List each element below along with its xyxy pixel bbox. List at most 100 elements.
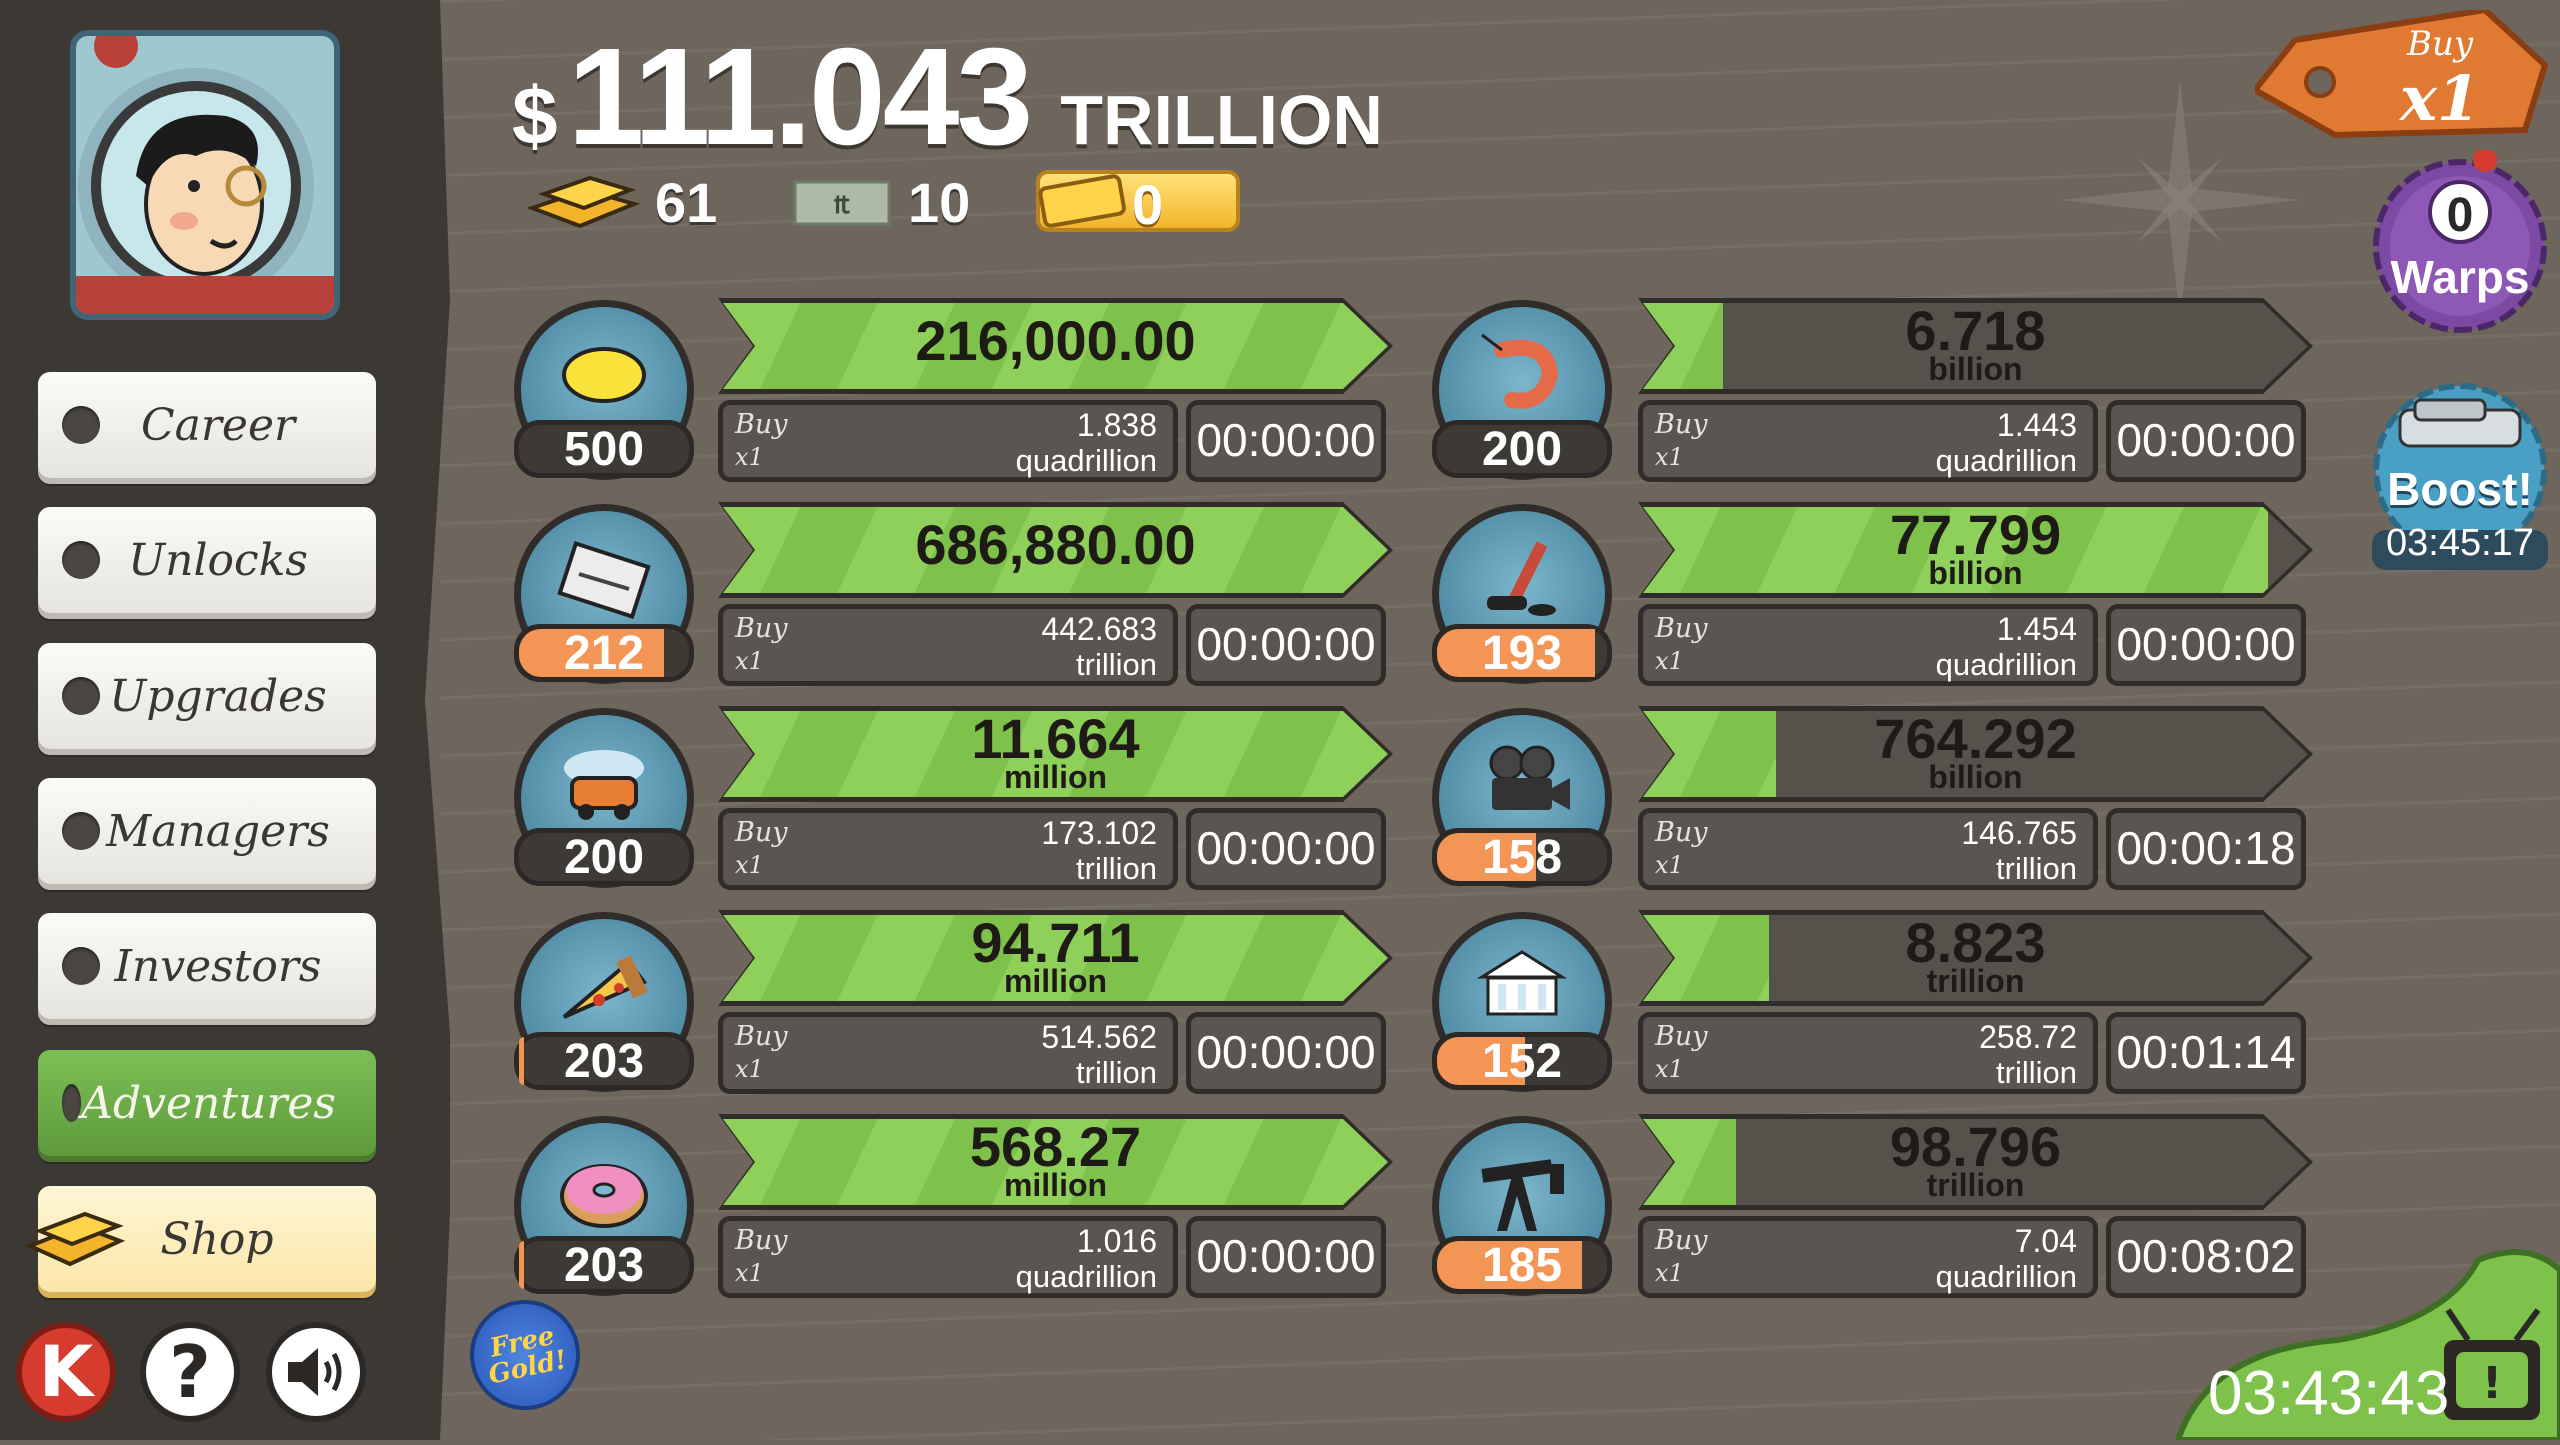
business-count: 200 xyxy=(1481,423,1563,476)
investors-label: Investors xyxy=(114,940,322,992)
level-progress-fill xyxy=(519,629,664,677)
business-count: 500 xyxy=(563,423,645,476)
business-count: 212 xyxy=(563,627,645,680)
business-icon-button[interactable]: 212 xyxy=(514,504,694,684)
business-icon-button[interactable]: 203 xyxy=(514,912,694,1092)
revenue-unit: billion xyxy=(1928,351,2023,387)
managers-button[interactable]: Managers xyxy=(38,778,376,884)
buy-business-button[interactable]: Buy x1 514.562 trillion xyxy=(718,1012,1178,1094)
buy-label: Buy xyxy=(1655,409,1708,440)
help-button[interactable]: ? xyxy=(140,1322,240,1422)
business-timer: 00:00:00 xyxy=(1186,1216,1386,1298)
revenue-bar-fill xyxy=(1643,507,2269,593)
business-icon-button[interactable]: 203 xyxy=(514,1116,694,1296)
revenue-progress-bar[interactable]: 8.823 trillion xyxy=(1638,910,2313,1006)
investors-button[interactable]: Investors xyxy=(38,913,376,1019)
business-icon-button[interactable]: 158 xyxy=(1432,708,1612,888)
shrimp-icon xyxy=(1481,333,1559,409)
buy-multiplier: x1 xyxy=(735,443,764,471)
business-icon-button[interactable]: 152 xyxy=(1432,912,1612,1092)
business-icon-button[interactable]: 200 xyxy=(514,708,694,888)
star-decoration xyxy=(2060,80,2300,320)
hockey-icon xyxy=(1487,541,1556,616)
revenue-value: 94.711 xyxy=(971,911,1140,974)
buy-business-button[interactable]: Buy x1 7.04 quadrillion xyxy=(1638,1216,2098,1298)
tv-timer-panel[interactable]: ! 03:43:43 xyxy=(2148,1240,2560,1443)
buy-business-button[interactable]: Buy x1 1.838 quadrillion xyxy=(718,400,1178,482)
career-label: Career xyxy=(140,399,296,451)
business-icon-button[interactable]: 185 xyxy=(1432,1116,1612,1296)
upgrades-label: Upgrades xyxy=(109,670,327,722)
business-count: 203 xyxy=(563,1239,645,1292)
level-progress-fill xyxy=(1437,1037,1526,1085)
currency-symbol: $ xyxy=(512,71,558,162)
business-icon-button[interactable]: 193 xyxy=(1432,504,1612,684)
revenue-value: 11.664 xyxy=(971,707,1140,770)
revenue-unit: million xyxy=(1003,1167,1108,1203)
revenue-progress-bar[interactable]: 77.799 billion xyxy=(1638,502,2313,598)
revenue-progress-bar[interactable]: 11.664 million xyxy=(718,706,1393,802)
buy-business-button[interactable]: Buy x1 442.683 trillion xyxy=(718,604,1178,686)
revenue-progress-bar[interactable]: 568.27 million xyxy=(718,1114,1393,1210)
money-unit: TRILLION xyxy=(1060,81,1383,159)
revenue-value: 764.292 xyxy=(1874,707,2077,770)
buy-tag-label: Buy xyxy=(2406,24,2474,64)
level-progress-fill xyxy=(519,1241,525,1289)
revenue-bar-track xyxy=(723,915,1388,1001)
kongregate-button[interactable]: K xyxy=(16,1322,116,1422)
revenue-bar-track xyxy=(723,711,1388,797)
business-timer: 00:00:00 xyxy=(2106,604,2306,686)
revenue-bar-track xyxy=(723,507,1388,593)
business-icon-button[interactable]: 200 xyxy=(1432,300,1612,480)
buy-business-button[interactable]: Buy x1 1.016 quadrillion xyxy=(718,1216,1178,1298)
megabucks-count: 10 xyxy=(908,171,971,234)
warps-badge-icon xyxy=(2373,148,2547,333)
revenue-unit: trillion xyxy=(1926,1167,2025,1203)
warps-button[interactable]: 0 Warps xyxy=(2370,148,2550,340)
unlocks-button[interactable]: Unlocks xyxy=(38,507,376,613)
buy-cost: 1.443 xyxy=(1996,407,2077,443)
level-progress-fill xyxy=(1437,629,1596,677)
revenue-value: 686,880.00 xyxy=(915,513,1196,576)
buy-business-button[interactable]: Buy x1 173.102 trillion xyxy=(718,808,1178,890)
buy-business-button[interactable]: Buy x1 1.443 quadrillion xyxy=(1638,400,2098,482)
buy-cost: 514.562 xyxy=(1041,1019,1157,1055)
upgrades-indicator-icon xyxy=(62,677,100,715)
sound-button[interactable] xyxy=(266,1322,366,1422)
adventures-label: Adventures xyxy=(81,1077,336,1129)
revenue-progress-bar[interactable]: 94.711 million xyxy=(718,910,1393,1006)
revenue-value: 6.718 xyxy=(1905,299,2046,362)
unlocks-label: Unlocks xyxy=(128,534,308,586)
buy-cost: 7.04 xyxy=(2014,1223,2077,1259)
buy-multiplier: x1 xyxy=(735,851,764,879)
buy-business-button[interactable]: Buy x1 146.765 trillion xyxy=(1638,808,2098,890)
career-button[interactable]: Career xyxy=(38,372,376,478)
buy-business-button[interactable]: Buy x1 258.72 trillion xyxy=(1638,1012,2098,1094)
business-count-badge: 212 xyxy=(514,624,694,682)
buy-label: Buy xyxy=(735,613,788,644)
revenue-unit: trillion xyxy=(1926,963,2025,999)
boost-button[interactable]: Boost! 03:45:17 xyxy=(2370,380,2550,570)
adventures-button[interactable]: Adventures xyxy=(38,1050,376,1156)
business-count: 193 xyxy=(1481,627,1563,680)
revenue-progress-bar[interactable]: 216,000.00 xyxy=(718,298,1393,394)
level-progress-fill xyxy=(1437,833,1536,881)
tickets-counter[interactable]: 0 xyxy=(1036,170,1240,236)
revenue-progress-bar[interactable]: 764.292 billion xyxy=(1638,706,2313,802)
business-icon-button[interactable]: 500 xyxy=(514,300,694,480)
revenue-unit: billion xyxy=(1928,759,2023,795)
revenue-bar-track xyxy=(1643,711,2308,797)
buy-multiplier: x1 xyxy=(735,1259,764,1287)
speaker-icon xyxy=(288,1348,342,1396)
revenue-progress-bar[interactable]: 686,880.00 xyxy=(718,502,1393,598)
revenue-bar-track xyxy=(1643,507,2308,593)
revenue-progress-bar[interactable]: 6.718 billion xyxy=(1638,298,2313,394)
revenue-progress-bar[interactable]: 98.796 trillion xyxy=(1638,1114,2313,1210)
player-avatar[interactable] xyxy=(70,30,340,320)
buy-multiplier-button[interactable]: Buy x1 xyxy=(2250,6,2555,140)
buy-business-button[interactable]: Buy x1 1.454 quadrillion xyxy=(1638,604,2098,686)
upgrades-button[interactable]: Upgrades xyxy=(38,643,376,749)
revenue-bar-fill xyxy=(723,915,1388,1001)
buy-label: Buy xyxy=(735,409,788,440)
business-timer: 00:01:14 xyxy=(2106,1012,2306,1094)
